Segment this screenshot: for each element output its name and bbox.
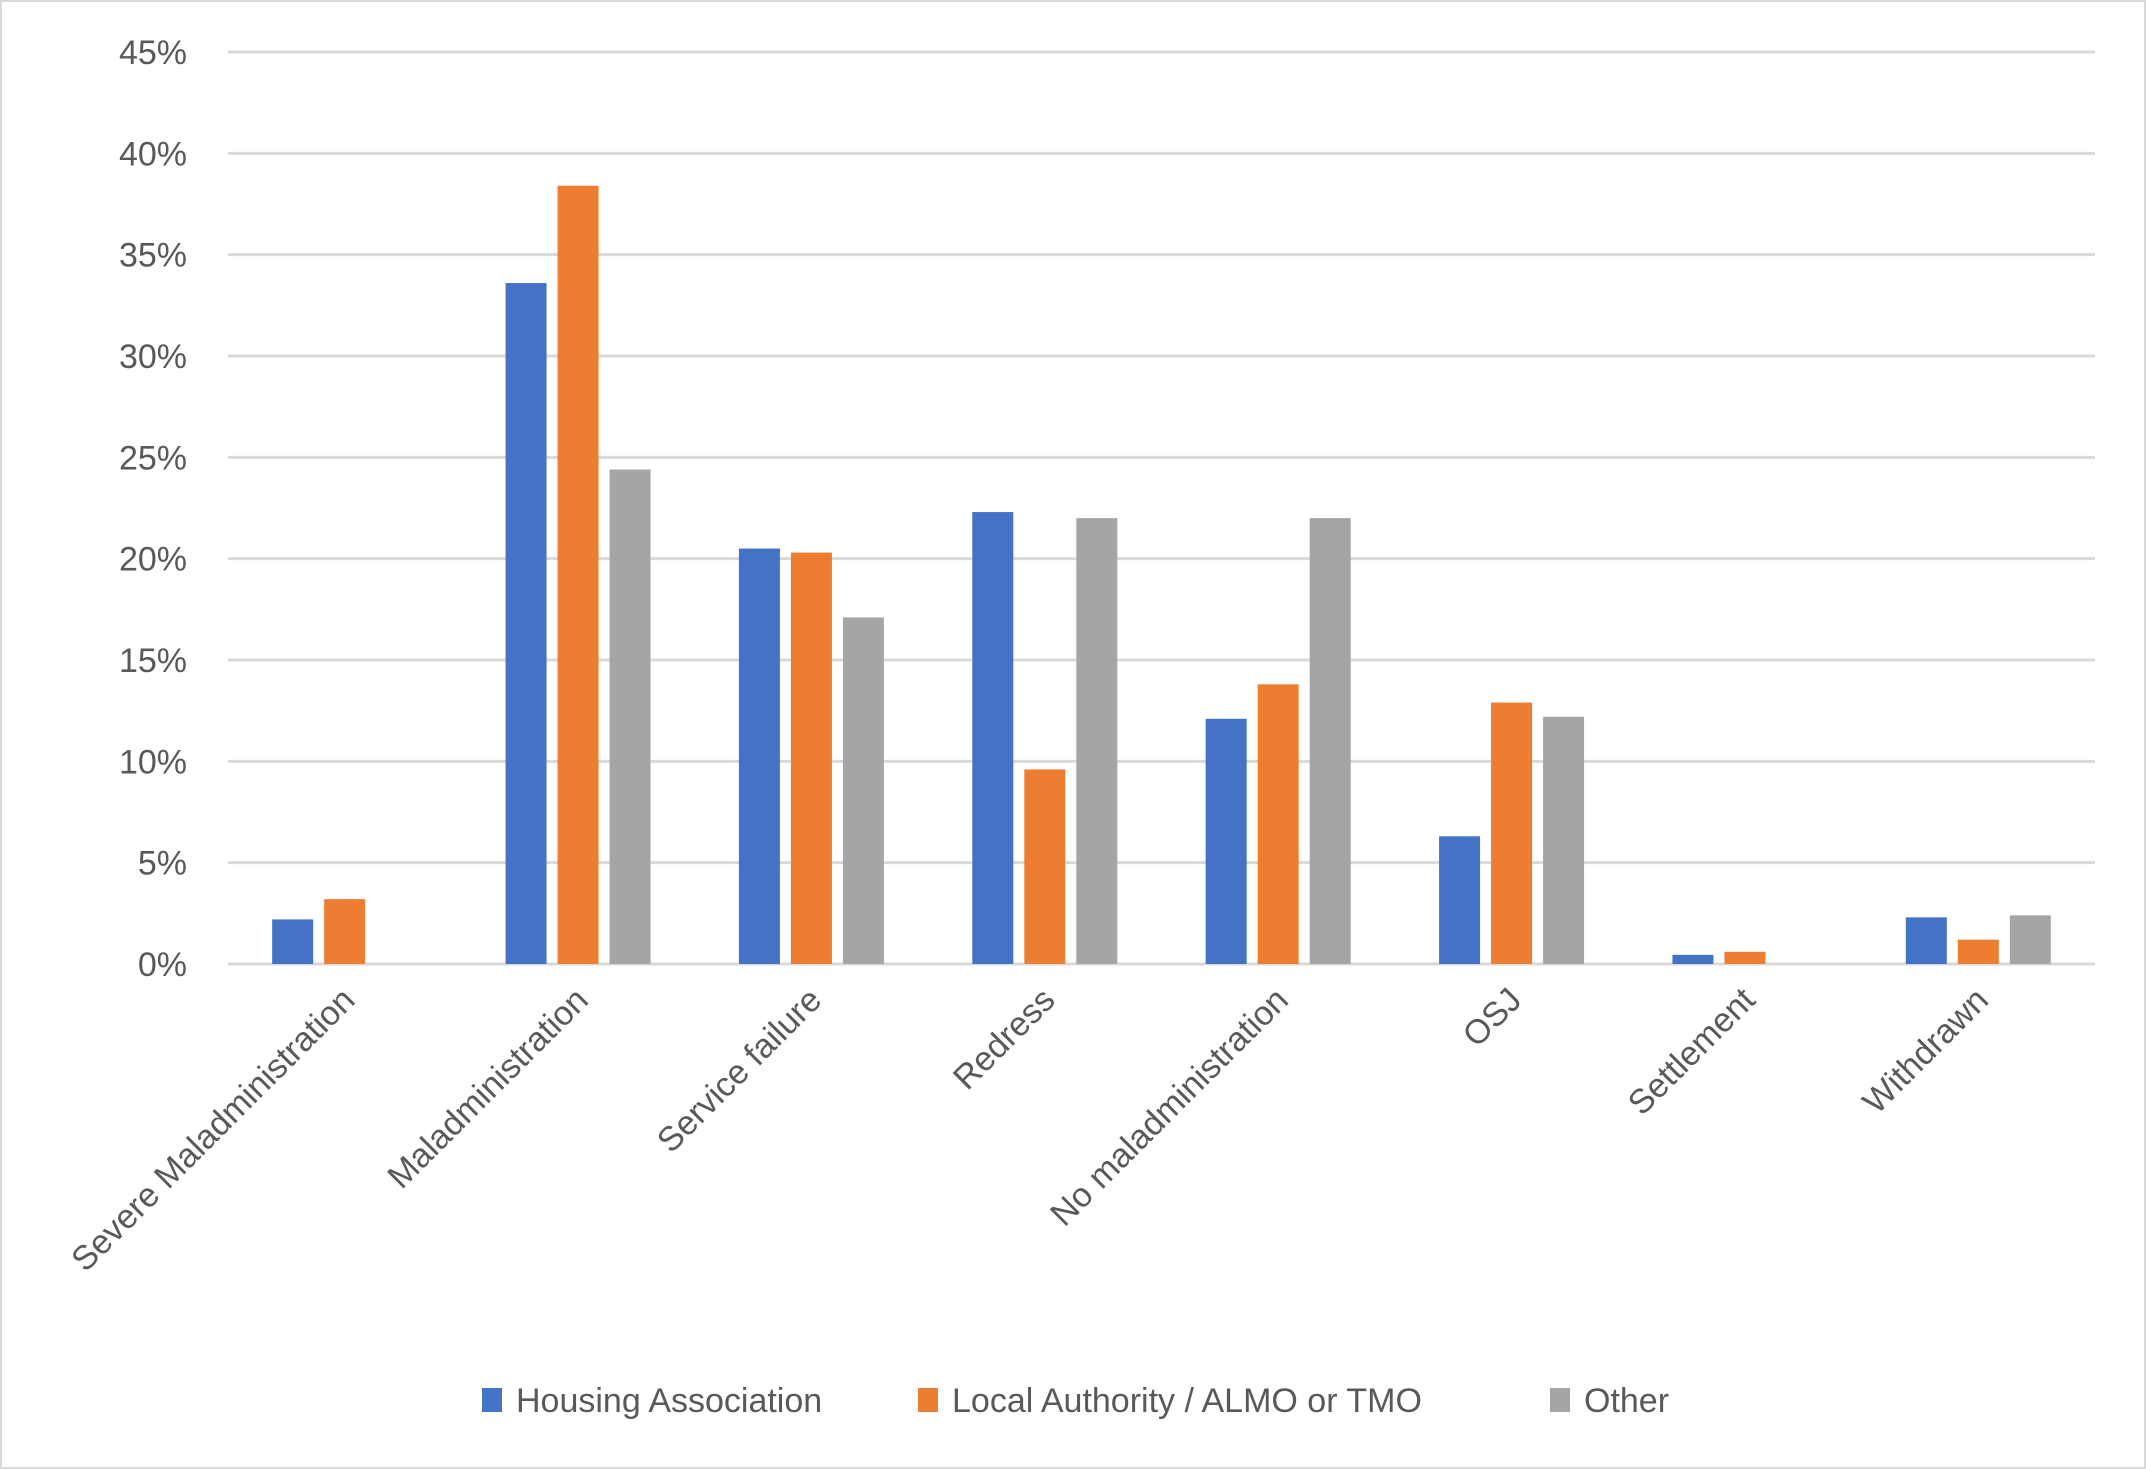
y-tick-label: 15% (119, 642, 187, 680)
x-tick-label: Service failure (650, 981, 829, 1160)
y-axis-ticks: 0% 5% 10% 15% 20% 25% 30% 35% 40% 45% (119, 34, 187, 984)
bar-housing-association-settlement (1672, 954, 1714, 964)
legend-label: Housing Association (516, 1382, 822, 1420)
y-tick-label: 20% (119, 541, 187, 579)
y-tick-label: 25% (119, 439, 187, 477)
x-tick-label: Settlement (1621, 980, 1763, 1122)
bar-local-authority-almo-or-tmo-service-failure (790, 552, 832, 964)
legend-swatch (482, 1388, 502, 1412)
bar-other-withdrawn (2009, 915, 2051, 964)
y-tick-label: 30% (119, 338, 187, 376)
bar-local-authority-almo-or-tmo-maladministration (557, 185, 599, 964)
bar-other-redress (1076, 518, 1118, 964)
bar-other-osj (1543, 716, 1585, 964)
legend-label: Local Authority / ALMO or TMO (952, 1382, 1422, 1420)
bar-local-authority-almo-or-tmo-no-maladministration (1257, 684, 1299, 964)
y-tick-label: 5% (138, 845, 187, 883)
bar-housing-association-osj (1439, 836, 1481, 964)
y-tick-label: 45% (119, 34, 187, 72)
y-tick-label: 40% (119, 135, 187, 173)
x-tick-label: OSJ (1456, 981, 1530, 1055)
legend-swatch (918, 1388, 938, 1412)
bar-local-authority-almo-or-tmo-osj (1491, 702, 1533, 964)
y-tick-label: 10% (119, 743, 187, 781)
bar-housing-association-severe-maladministration (272, 919, 314, 964)
bar-local-authority-almo-or-tmo-settlement (1724, 951, 1766, 964)
x-tick-label: Withdrawn (1856, 981, 1996, 1121)
bar-local-authority-almo-or-tmo-severe-maladministration (324, 899, 366, 964)
bar-other-maladministration (609, 469, 651, 964)
bar-housing-association-no-maladministration (1205, 718, 1247, 964)
legend-item: Local Authority / ALMO or TMO (918, 1382, 1422, 1420)
bars (272, 185, 2051, 964)
y-tick-label: 0% (138, 946, 187, 984)
bar-housing-association-maladministration (505, 283, 547, 964)
y-tick-label: 35% (119, 237, 187, 275)
x-tick-label: Redress (946, 981, 1062, 1097)
bar-housing-association-withdrawn (1905, 917, 1947, 964)
legend: Housing Association Local Authority / ALM… (482, 1382, 1669, 1420)
bar-other-service-failure (842, 617, 884, 964)
legend-swatch (1550, 1388, 1570, 1412)
bar-local-authority-almo-or-tmo-redress (1024, 769, 1066, 964)
bar-local-authority-almo-or-tmo-withdrawn (1957, 939, 1999, 964)
legend-item: Housing Association (482, 1382, 822, 1420)
x-tick-label: Maladministration (380, 981, 595, 1196)
legend-label: Other (1584, 1382, 1669, 1420)
bar-other-no-maladministration (1309, 518, 1351, 964)
bar-housing-association-redress (972, 512, 1014, 964)
x-tick-label: No maladministration (1043, 981, 1296, 1234)
x-tick-label: Severe Maladministration (64, 981, 362, 1279)
legend-item: Other (1550, 1382, 1669, 1420)
x-axis-labels: Severe Maladministration Maladministratio… (64, 980, 1996, 1279)
bar-housing-association-service-failure (738, 548, 780, 964)
